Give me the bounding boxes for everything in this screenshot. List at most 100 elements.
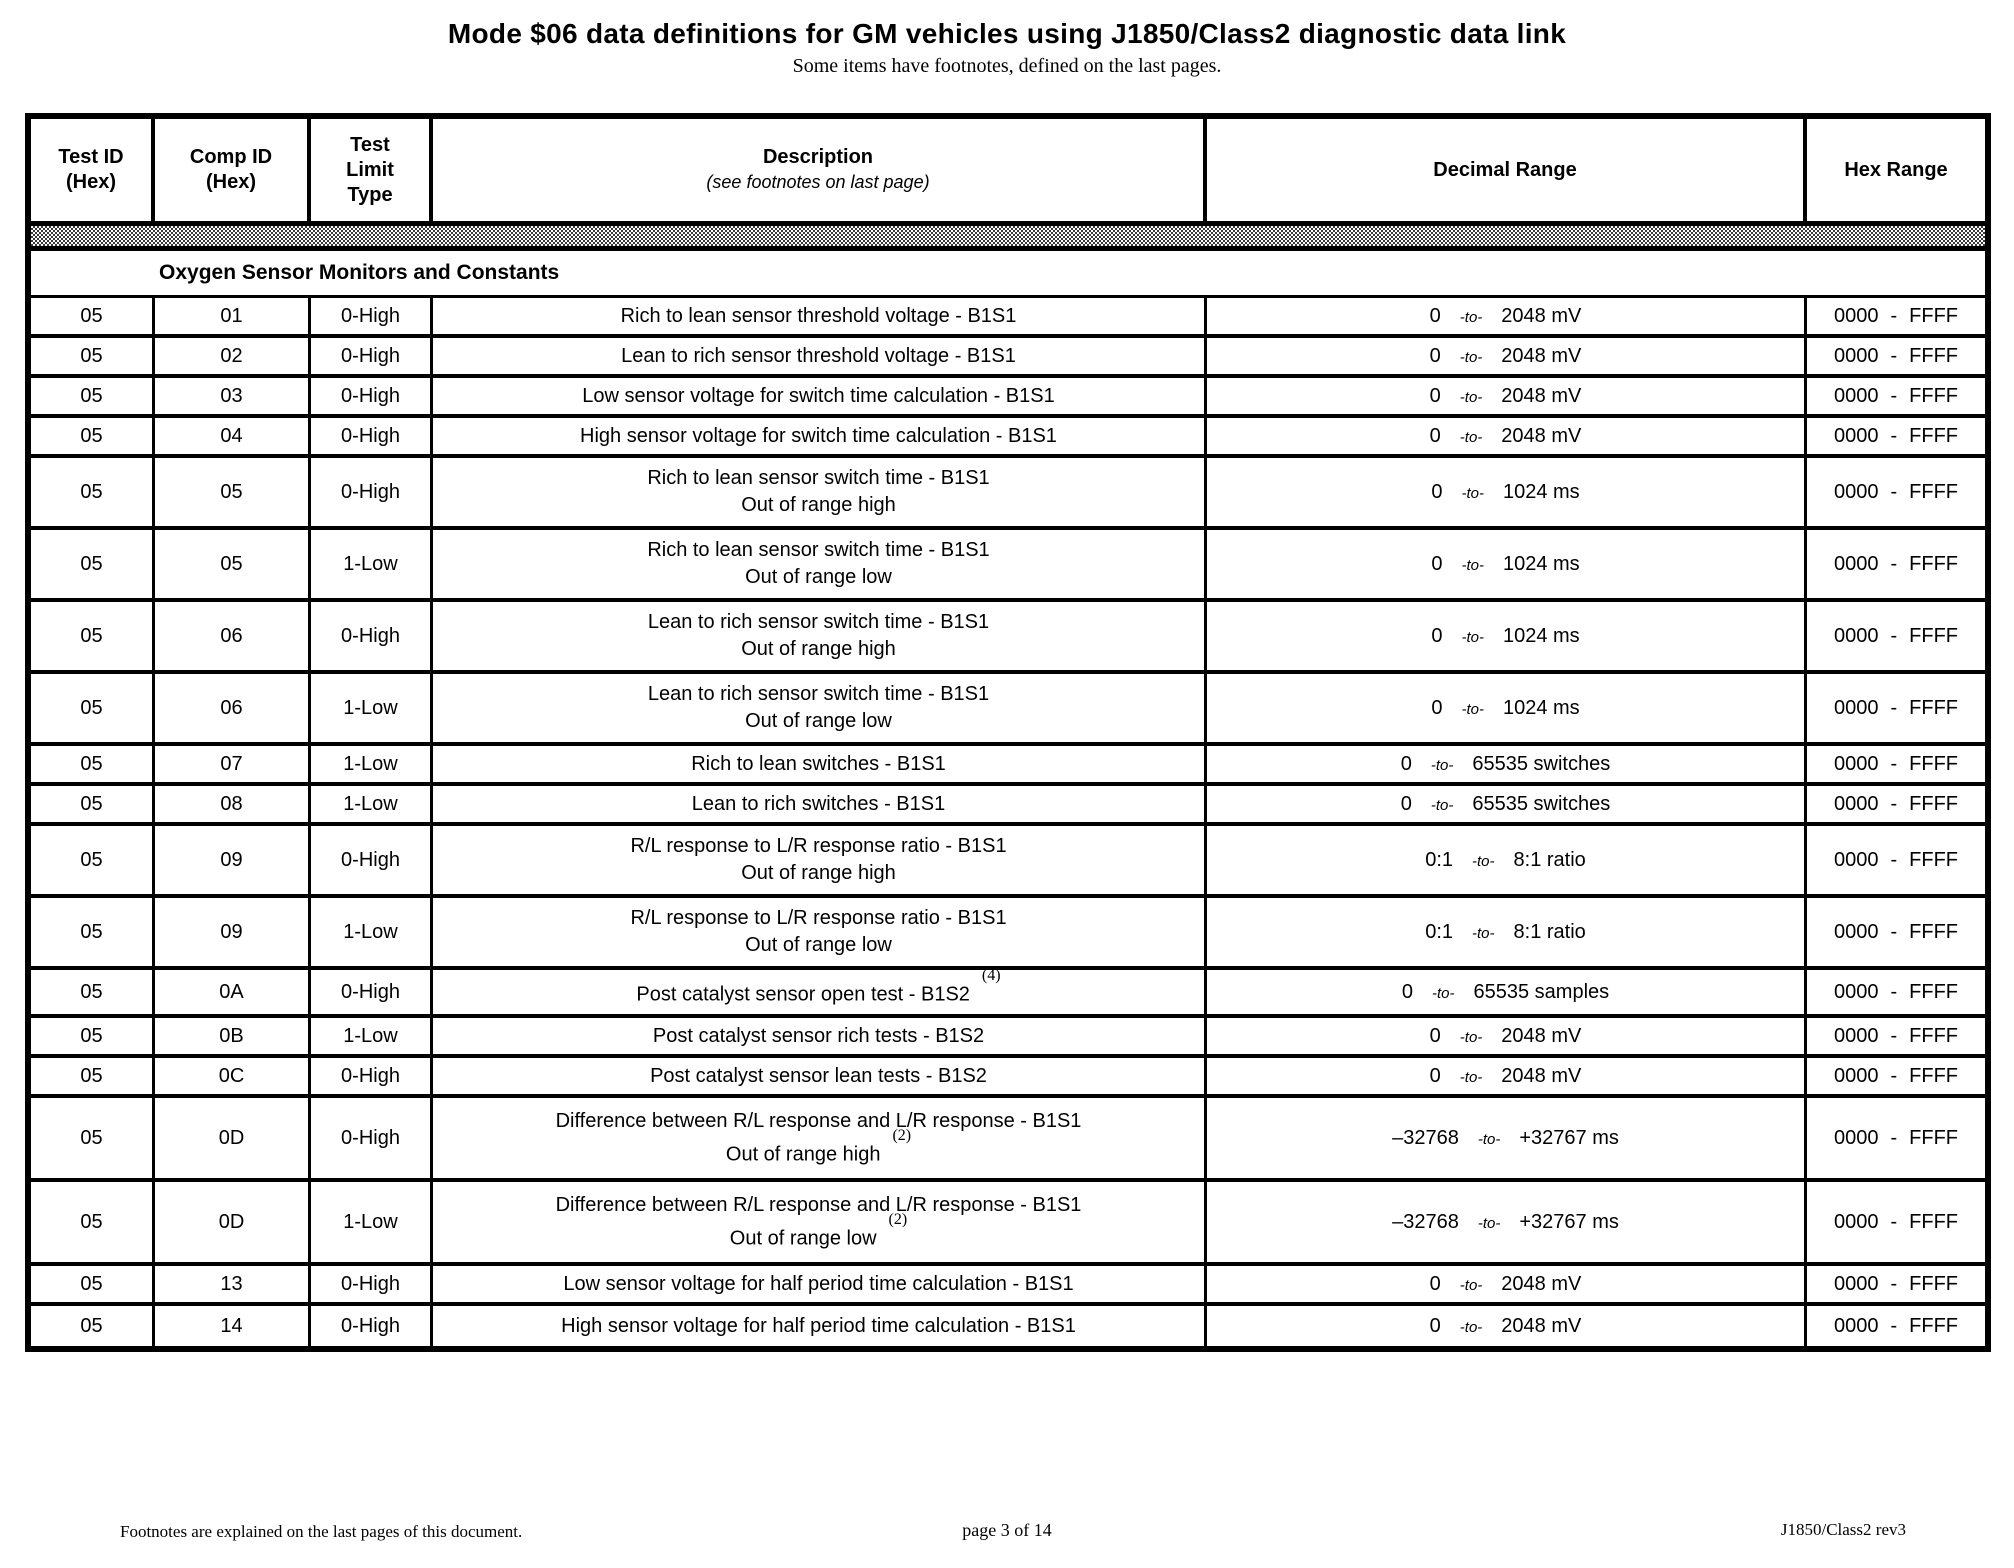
- hex-separator: -: [1890, 792, 1898, 815]
- cell-limit-type: 1-Low: [311, 898, 433, 966]
- decimal-min: 0: [1429, 1314, 1441, 1337]
- hex-separator: -: [1890, 1210, 1898, 1233]
- cell-decimal-range: 0 -to- 2048 mV: [1207, 1018, 1807, 1054]
- cell-limit-type: 0-High: [311, 826, 433, 894]
- range-to-label: -to-: [1430, 756, 1454, 774]
- header-line: Type: [347, 183, 393, 206]
- header-line: Hex Range: [1844, 158, 1948, 181]
- table-row: 05 0D 0-High Difference between R/L resp…: [31, 1098, 1985, 1182]
- decimal-min: 0: [1431, 624, 1443, 647]
- hex-min: 0000: [1833, 1024, 1879, 1047]
- cell-description: Difference between R/L response and L/R …: [433, 1098, 1207, 1178]
- description-line: Post catalyst sensor lean tests - B1S2: [650, 1064, 987, 1087]
- cell-description: Rich to lean sensor switch time - B1S1 Ou…: [433, 458, 1207, 526]
- cell-decimal-range: –32768 -to- +32767 ms: [1207, 1098, 1807, 1178]
- footer-revision-text: J1850/Class2 rev3: [1780, 1520, 1906, 1539]
- header-line: Comp ID: [189, 146, 273, 168]
- cell-hex-range: 0000- FFFF: [1807, 602, 1985, 670]
- cell-comp-id: 09: [155, 826, 311, 894]
- description-line: Out of range low: [729, 1227, 877, 1250]
- hex-min: 0000: [1833, 848, 1879, 871]
- cell-limit-type: 1-Low: [311, 1018, 433, 1054]
- hex-max: FFFF: [1909, 304, 1959, 327]
- decimal-min: 0: [1431, 696, 1443, 719]
- hex-separator: -: [1890, 980, 1898, 1003]
- cell-comp-id: 05: [155, 458, 311, 526]
- cell-decimal-range: 0 -to- 1024 ms: [1207, 674, 1807, 742]
- cell-decimal-range: 0:1 -to- 8:1 ratio: [1207, 898, 1807, 966]
- decimal-max: 8:1 ratio: [1513, 848, 1586, 871]
- hex-separator: -: [1890, 1064, 1898, 1087]
- description-line: Lean to rich sensor switch time - B1S1: [647, 611, 990, 633]
- footnote-ref: (2): [888, 1210, 908, 1228]
- hex-min: 0000: [1833, 980, 1879, 1003]
- hex-max: FFFF: [1909, 752, 1959, 775]
- cell-test-id: 05: [31, 1306, 155, 1346]
- cell-description: Lean to rich switches - B1S1: [433, 786, 1207, 822]
- cell-hex-range: 0000- FFFF: [1807, 826, 1985, 894]
- header-line: (Hex): [65, 171, 116, 193]
- hex-min: 0000: [1833, 1272, 1879, 1295]
- decimal-min: 0: [1400, 752, 1412, 775]
- cell-limit-type: 1-Low: [311, 786, 433, 822]
- cell-decimal-range: 0:1 -to- 8:1 ratio: [1207, 826, 1807, 894]
- cell-limit-type: 0-High: [311, 1306, 433, 1346]
- hex-separator: -: [1890, 1024, 1898, 1047]
- hex-max: FFFF: [1909, 624, 1959, 647]
- description-line: Out of range high: [741, 862, 896, 884]
- cell-description: Post catalyst sensor rich tests - B1S2: [433, 1018, 1207, 1054]
- decimal-max: 2048 mV: [1501, 1064, 1582, 1087]
- cell-comp-id: 07: [155, 746, 311, 782]
- cell-comp-id: 13: [155, 1266, 311, 1302]
- cell-decimal-range: 0 -to- 2048 mV: [1207, 1058, 1807, 1094]
- cell-description: High sensor voltage for half period time…: [433, 1306, 1207, 1346]
- cell-test-id: 05: [31, 1182, 155, 1262]
- hex-max: FFFF: [1909, 1064, 1959, 1087]
- hex-max: FFFF: [1909, 696, 1959, 719]
- decimal-min: 0: [1429, 1064, 1441, 1087]
- hex-separator: -: [1890, 1272, 1898, 1295]
- description-line: Difference between R/L response and L/R …: [555, 1109, 1082, 1132]
- description-line: Low sensor voltage for switch time calcu…: [582, 384, 1055, 407]
- decimal-max: 1024 ms: [1502, 624, 1580, 647]
- decimal-min: 0: [1429, 1024, 1441, 1047]
- hex-max: FFFF: [1909, 1024, 1959, 1047]
- hex-separator: -: [1890, 384, 1898, 407]
- cell-test-id: 05: [31, 338, 155, 374]
- hex-separator: -: [1890, 624, 1898, 647]
- cell-comp-id: 0D: [155, 1182, 311, 1262]
- decimal-max: 2048 mV: [1501, 384, 1582, 407]
- cell-comp-id: 09: [155, 898, 311, 966]
- table-row: 05 01 0-High Rich to lean sensor thresho…: [31, 298, 1985, 338]
- range-to-label: -to-: [1472, 924, 1495, 942]
- description-line: Rich to lean sensor threshold voltage - …: [620, 304, 1017, 327]
- decimal-min: –32768: [1392, 1126, 1459, 1149]
- hex-max: FFFF: [1909, 792, 1959, 815]
- cell-comp-id: 0B: [155, 1018, 311, 1054]
- cell-limit-type: 1-Low: [311, 674, 433, 742]
- hex-separator: -: [1890, 1126, 1898, 1149]
- decimal-max: +32767 ms: [1519, 1210, 1619, 1233]
- hex-max: FFFF: [1909, 1126, 1959, 1149]
- range-to-label: -to-: [1472, 852, 1495, 870]
- cell-comp-id: 14: [155, 1306, 311, 1346]
- header-line: Decimal Range: [1433, 158, 1577, 181]
- description-line: Lean to rich sensor switch time - B1S1: [647, 683, 990, 705]
- hex-min: 0000: [1833, 1210, 1879, 1233]
- table-row: 05 02 0-High Lean to rich sensor thresho…: [31, 338, 1985, 378]
- hex-min: 0000: [1833, 424, 1879, 447]
- cell-decimal-range: 0 -to- 2048 mV: [1207, 1266, 1807, 1302]
- cell-comp-id: 06: [155, 602, 311, 670]
- column-header-test-limit-type: Test Limit Type: [311, 119, 433, 221]
- page-subtitle: Some items have footnotes, defined on th…: [792, 55, 1222, 77]
- cell-hex-range: 0000- FFFF: [1807, 674, 1985, 742]
- cell-test-id: 05: [31, 826, 155, 894]
- cell-limit-type: 0-High: [311, 458, 433, 526]
- column-header-comp-id: Comp ID (Hex): [155, 119, 311, 221]
- decimal-max: 1024 ms: [1502, 552, 1580, 575]
- table-row: 05 06 1-Low Lean to rich sensor switch t…: [31, 674, 1985, 746]
- table-row: 05 09 0-High R/L response to L/R respons…: [31, 826, 1985, 898]
- table-row: 05 0A 0-High Post catalyst sensor open t…: [31, 967, 1985, 1018]
- cell-hex-range: 0000- FFFF: [1807, 1018, 1985, 1054]
- hex-max: FFFF: [1909, 480, 1959, 503]
